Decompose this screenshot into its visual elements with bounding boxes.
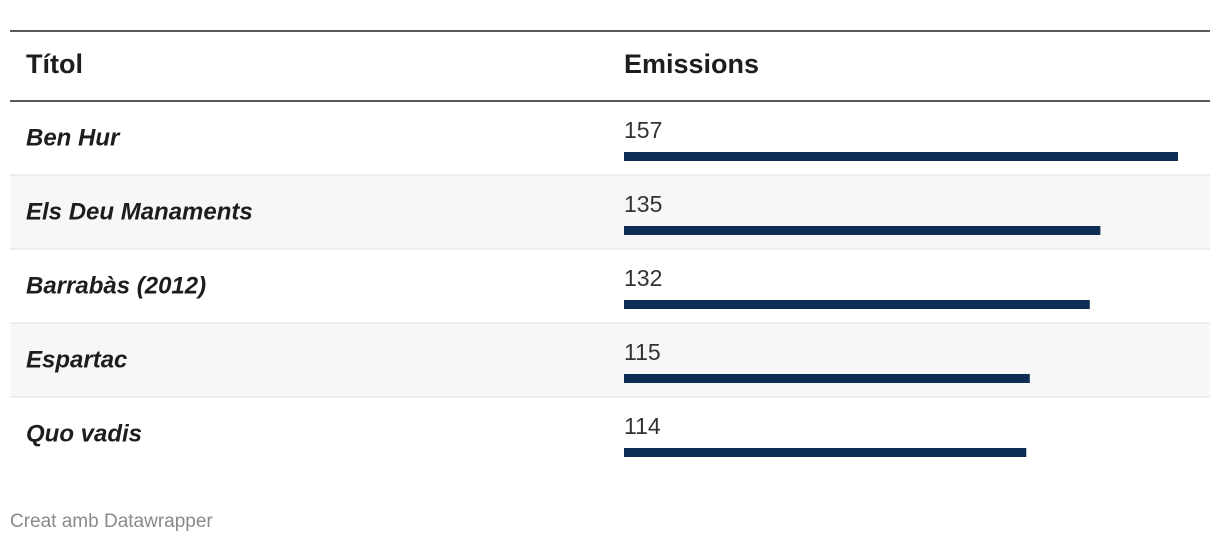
row-title: Els Deu Manaments <box>26 198 253 225</box>
bar <box>624 300 1090 309</box>
bar <box>624 374 1030 383</box>
row-title: Quo vadis <box>26 420 142 447</box>
bar <box>624 152 1178 161</box>
row-band <box>10 175 1210 249</box>
value-label: 114 <box>624 413 661 439</box>
rows: Ben Hur 157 Els Deu Manaments 135 Barrabàs (… <box>10 117 1210 457</box>
row-title: Espartac <box>26 346 127 373</box>
row-band <box>10 323 1210 397</box>
bar <box>624 226 1101 235</box>
footer: Creat amb Datawrapper <box>10 511 213 532</box>
bar <box>624 448 1027 457</box>
row-title: Barrabàs (2012) <box>26 272 206 299</box>
value-label: 135 <box>624 191 662 217</box>
value-label: 115 <box>624 339 661 365</box>
row-title: Ben Hur <box>26 124 121 151</box>
value-label: 157 <box>624 117 662 143</box>
column-header: Títol <box>26 49 83 79</box>
value-label: 132 <box>624 265 662 291</box>
column-header: Emissions <box>624 49 759 79</box>
